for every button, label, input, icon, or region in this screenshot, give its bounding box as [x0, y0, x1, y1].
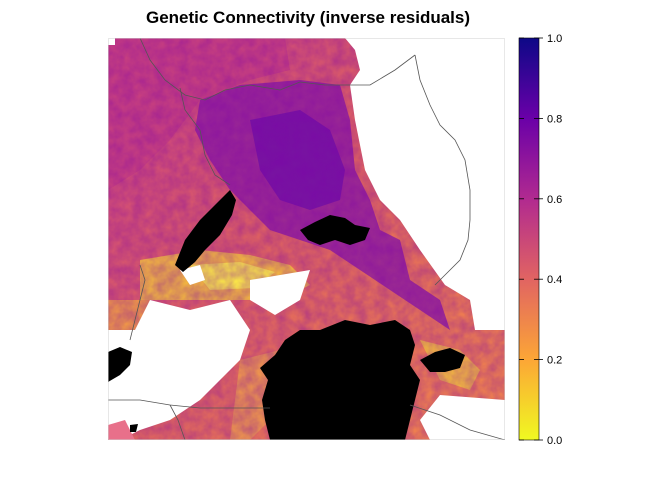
border-north — [139, 38, 416, 101]
lake-small — [130, 424, 138, 432]
colorbar-ticks: 0.0 0.2 0.4 0.6 0.8 1.0 — [519, 33, 562, 447]
nodata-central-patch — [250, 270, 310, 315]
colorbar: 0.0 0.2 0.4 0.6 0.8 1.0 — [518, 33, 562, 447]
panel-frame — [108, 38, 505, 440]
nodata-southwest — [108, 300, 250, 440]
lake-kyoga — [300, 215, 370, 245]
border-south-west — [108, 399, 270, 409]
border-south-spur — [169, 404, 186, 440]
colorbar-tick-label: 0.6 — [547, 194, 562, 206]
nodata-southeast — [420, 395, 505, 440]
lake-east-arm — [420, 348, 465, 372]
colorbar-frame — [518, 37, 540, 441]
lake-albert — [175, 190, 236, 272]
lake-edward — [108, 347, 132, 382]
lake-victoria — [260, 320, 420, 440]
nodata-northeast — [345, 38, 505, 330]
colorbar-tick-label: 1.0 — [547, 33, 562, 45]
country-borders — [108, 38, 505, 440]
nodata-corner — [108, 38, 115, 45]
colorbar-tick-label: 0.2 — [547, 355, 562, 367]
map-title: Genetic Connectivity (inverse residuals) — [145, 8, 471, 27]
border-east — [414, 54, 471, 286]
colorbar-tick-label: 0.4 — [547, 274, 562, 286]
nodata-small-patch — [180, 265, 205, 285]
border-south-east — [409, 404, 505, 440]
border-west-lower — [129, 264, 146, 341]
colorbar-tick-label: 0.8 — [547, 113, 562, 125]
colorbar-ramp — [519, 38, 539, 440]
raster-panel — [108, 38, 505, 440]
raster-fragment-sw — [108, 420, 135, 440]
border-west-upper — [179, 87, 231, 186]
colorbar-tick-label: 0.0 — [547, 435, 562, 447]
